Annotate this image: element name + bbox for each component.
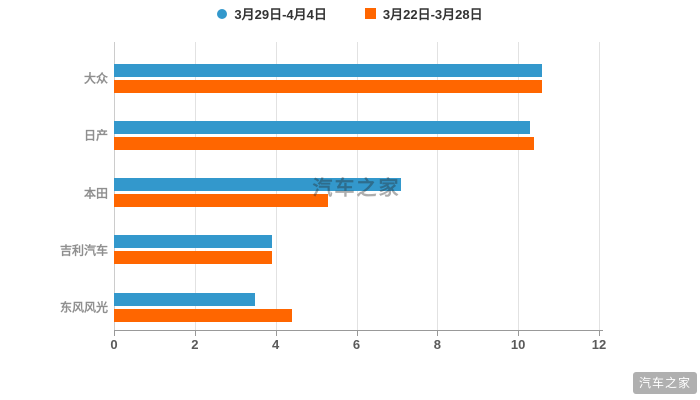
- gridline-x8: [437, 42, 439, 330]
- bar-series2-4[interactable]: [114, 251, 272, 265]
- x-axis-tick: [114, 331, 115, 336]
- x-axis-tick: [356, 331, 358, 336]
- bar-series1-1[interactable]: [114, 63, 543, 77]
- plot-area: 汽车之家: [114, 42, 600, 330]
- corner-watermark-badge: 汽车之家: [632, 372, 697, 394]
- category-label-1: 大众: [83, 71, 108, 86]
- x-axis-tick: [194, 331, 196, 336]
- category-label-4: 吉利汽车: [59, 243, 108, 258]
- legend-square-marker: [364, 8, 376, 19]
- chart-legend: 3月29日-4月4日 3月22日-3月28日: [0, 4, 700, 23]
- bar-series1-4[interactable]: [114, 235, 272, 249]
- x-axis-tick-label: 4: [272, 337, 280, 352]
- x-axis-tick: [275, 331, 277, 336]
- x-axis-tick-label: 8: [433, 337, 441, 352]
- x-axis-tick-label: 12: [591, 337, 607, 352]
- gridline-x10: [518, 42, 520, 330]
- x-axis-tick-label: 0: [110, 337, 118, 352]
- bar-series2-1[interactable]: [114, 79, 543, 93]
- legend-label: 3月29日-4月4日: [234, 7, 327, 22]
- bar-series1-2[interactable]: [114, 120, 531, 134]
- legend-item-series2[interactable]: 3月22日-3月28日: [364, 4, 483, 23]
- category-label-5: 东风风光: [59, 300, 108, 315]
- legend-circle-marker: [217, 8, 228, 19]
- bar-series1-3[interactable]: [114, 178, 401, 192]
- x-axis-tick: [518, 331, 520, 336]
- bar-series2-3[interactable]: [114, 194, 329, 208]
- x-axis-tick-label: 6: [352, 337, 361, 352]
- x-axis-tick-label: 2: [191, 337, 199, 352]
- bar-series2-5[interactable]: [114, 308, 292, 322]
- bar-series1-5[interactable]: [114, 292, 256, 306]
- legend-item-series1[interactable]: 3月29日-4月4日: [217, 4, 327, 23]
- category-label-2: 日产: [83, 128, 108, 143]
- bar-series2-2[interactable]: [114, 136, 535, 150]
- x-axis-tick: [437, 331, 439, 336]
- category-label-3: 本田: [83, 186, 108, 201]
- x-axis-tick: [599, 331, 600, 336]
- legend-label: 3月22日-3月28日: [382, 7, 483, 22]
- x-axis-tick-label: 10: [510, 337, 526, 352]
- x-axis-line: [114, 330, 603, 331]
- gridline-x12: [599, 42, 600, 330]
